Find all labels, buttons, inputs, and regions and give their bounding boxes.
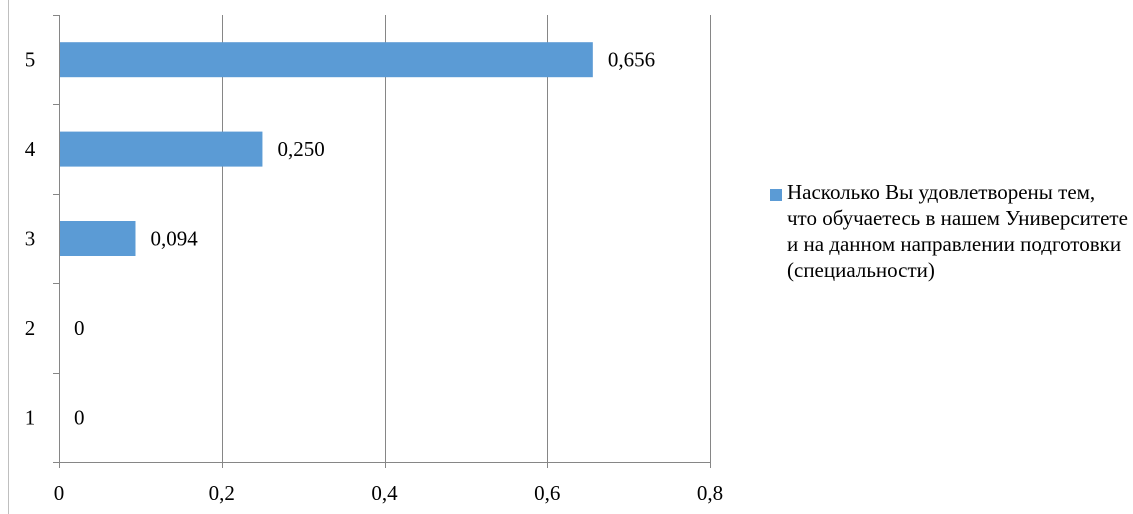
legend: Насколько Вы удовлетворены тем, что обуч… xyxy=(770,179,1130,283)
y-tick-label: 5 xyxy=(25,48,36,72)
data-label: 0,656 xyxy=(608,48,655,72)
bar xyxy=(60,221,136,256)
y-tick-label: 4 xyxy=(25,137,36,161)
y-tick-label: 2 xyxy=(25,316,36,340)
data-label: 0 xyxy=(74,316,85,340)
data-label: 0 xyxy=(74,405,85,429)
bar xyxy=(60,42,593,78)
x-tick-label: 0,8 xyxy=(697,481,723,505)
x-tick-label: 0,6 xyxy=(534,481,560,505)
data-label: 0,250 xyxy=(277,137,324,161)
legend-swatch xyxy=(770,189,782,201)
legend-label: Насколько Вы удовлетворены тем, что обуч… xyxy=(787,180,1128,282)
x-tick-label: 0 xyxy=(54,481,65,505)
y-tick-label: 1 xyxy=(25,405,36,429)
data-label: 0,094 xyxy=(150,227,198,251)
y-tick-label: 3 xyxy=(25,227,36,251)
x-tick-label: 0,4 xyxy=(371,481,398,505)
x-tick-label: 0,2 xyxy=(209,481,235,505)
bar xyxy=(60,131,263,167)
